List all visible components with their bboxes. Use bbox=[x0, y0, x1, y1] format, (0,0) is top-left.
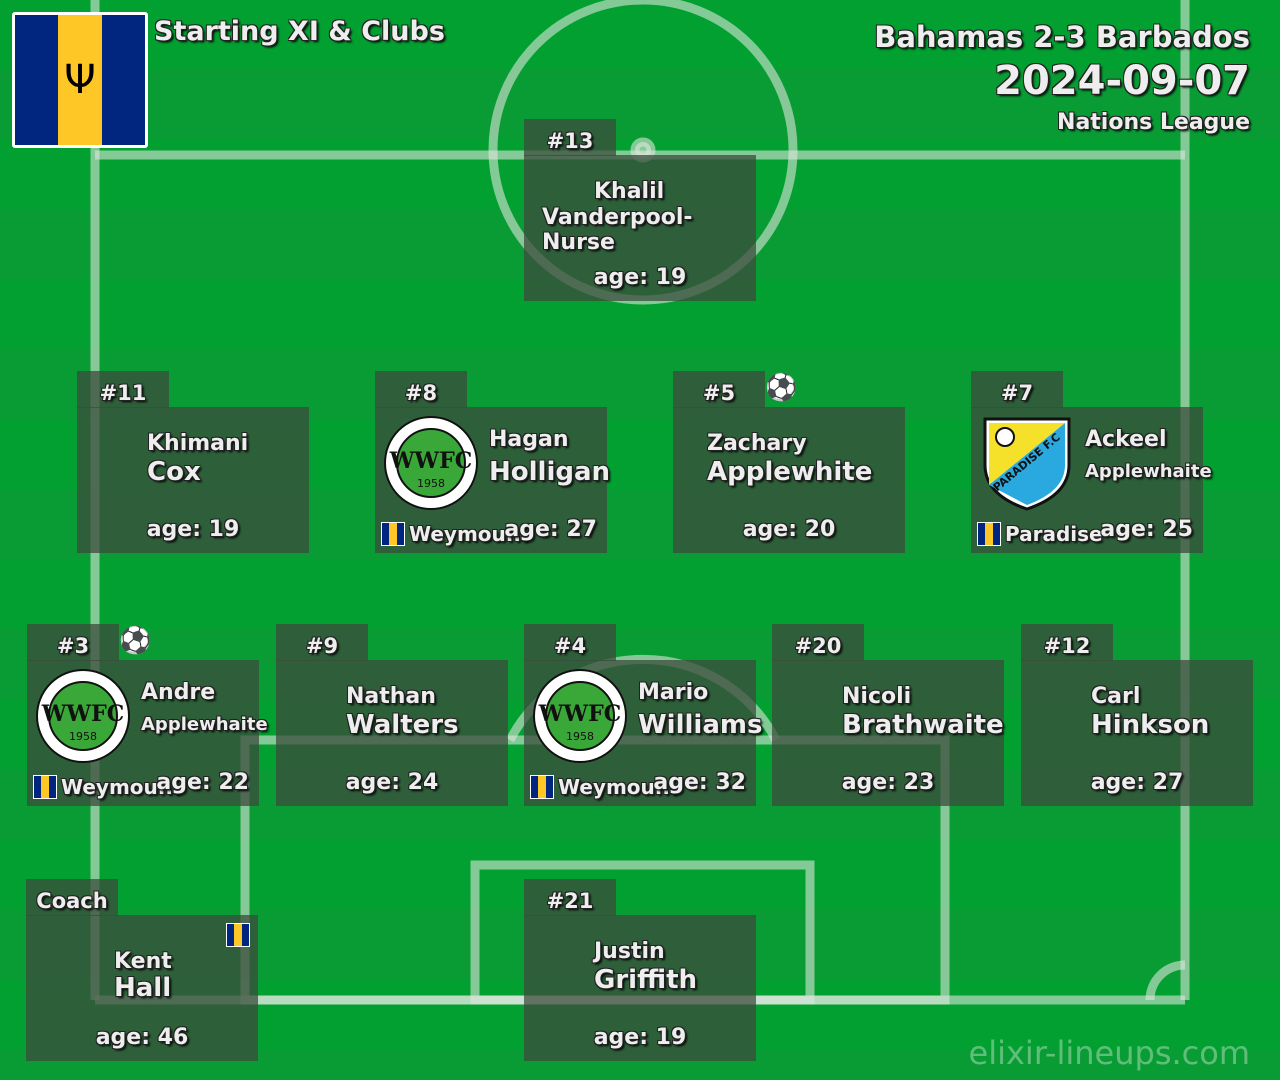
svg-text:WWFC: WWFC bbox=[389, 448, 473, 474]
player-card[interactable]: #9 Nathan Walters age: 24 bbox=[276, 624, 508, 806]
player-last-name: Applewhite bbox=[707, 457, 873, 487]
page-title: Starting XI & Clubs bbox=[154, 16, 445, 47]
competition: Nations League bbox=[1057, 110, 1250, 135]
svg-text:1958: 1958 bbox=[69, 730, 97, 743]
player-age: age: 20 bbox=[742, 517, 836, 542]
player-age: age: 24 bbox=[345, 770, 439, 795]
player-club: Paradise bbox=[977, 522, 1103, 546]
player-first-name: Khalil bbox=[594, 179, 665, 204]
player-age: age: 25 bbox=[1100, 517, 1193, 542]
player-first-name: Andre bbox=[141, 680, 216, 705]
player-card[interactable]: #12 Carl Hinkson age: 27 bbox=[1021, 624, 1253, 806]
player-first-name: Nicoli bbox=[842, 684, 912, 709]
coach-first-name: Kent bbox=[114, 949, 172, 974]
player-card[interactable]: #8 WWFC 1958 Hagan Holligan Weymou... age… bbox=[375, 371, 611, 553]
player-number: #9 bbox=[276, 624, 368, 661]
player-number: #13 bbox=[524, 119, 616, 156]
player-number: #12 bbox=[1021, 624, 1113, 661]
club-logo-wwfc: WWFC 1958 bbox=[533, 669, 627, 763]
goal-ball-icon: ⚽ bbox=[765, 373, 798, 403]
player-last-name: Applewhaite bbox=[1085, 461, 1212, 482]
player-number: #7 bbox=[971, 371, 1063, 408]
player-number: #5 bbox=[673, 371, 765, 408]
player-age: age: 27 bbox=[1090, 770, 1184, 795]
player-number: #11 bbox=[77, 371, 169, 408]
player-club: Weymou... bbox=[381, 522, 529, 546]
svg-text:WWFC: WWFC bbox=[41, 701, 125, 727]
player-age: age: 19 bbox=[593, 265, 687, 290]
player-age: age: 23 bbox=[841, 770, 935, 795]
player-last-name: Griffith bbox=[594, 965, 698, 995]
player-age: age: 22 bbox=[156, 770, 249, 795]
club-logo-wwfc: WWFC 1958 bbox=[36, 669, 130, 763]
coach-card[interactable]: Coach Kent Hall age: 46 bbox=[26, 879, 258, 1061]
player-card[interactable]: #4 WWFC 1958 Mario Williams Weymou... age… bbox=[524, 624, 762, 806]
club-name: Paradise bbox=[1005, 522, 1103, 546]
player-card[interactable]: #21 Justin Griffith age: 19 bbox=[524, 879, 756, 1061]
player-first-name: Ackeel bbox=[1085, 427, 1167, 452]
player-card[interactable]: #7 PARADISE F.C Ackeel Applewhaite Parad… bbox=[971, 371, 1212, 553]
player-first-name: Khimani bbox=[147, 431, 249, 456]
player-last-name: Williams bbox=[638, 710, 763, 740]
player-last-name: Vanderpool-Nurse bbox=[542, 205, 693, 255]
player-last-name: Hinkson bbox=[1091, 710, 1210, 740]
nation-flag-icon bbox=[977, 522, 1001, 546]
player-first-name: Justin bbox=[594, 939, 665, 964]
player-last-name: Walters bbox=[346, 710, 459, 740]
club-name: Weymou... bbox=[409, 522, 529, 546]
match-score: Bahamas 2-3 Barbados bbox=[874, 20, 1250, 54]
trident-icon: Ψ bbox=[58, 15, 102, 145]
player-first-name: Zachary bbox=[707, 431, 807, 456]
coach-last-name: Hall bbox=[114, 973, 172, 1003]
club-logo-wwfc: WWFC 1958 bbox=[384, 416, 478, 510]
player-first-name: Mario bbox=[638, 680, 709, 705]
player-age: age: 27 bbox=[504, 517, 597, 542]
player-number: #21 bbox=[524, 879, 616, 916]
match-date: 2024-09-07 bbox=[994, 58, 1250, 104]
player-card[interactable]: #3 ⚽ WWFC 1958 Andre Applewhaite Weymou..… bbox=[27, 624, 268, 806]
svg-text:WWFC: WWFC bbox=[538, 701, 622, 727]
goal-ball-icon: ⚽ bbox=[119, 626, 152, 656]
club-name: Weymou... bbox=[558, 775, 678, 799]
club-logo-paradise: PARADISE F.C bbox=[983, 417, 1071, 511]
player-first-name: Hagan bbox=[489, 427, 569, 452]
player-card[interactable]: #5 ⚽ Zachary Applewhite age: 20 bbox=[673, 371, 905, 553]
player-club: Weymou... bbox=[33, 775, 181, 799]
player-first-name: Carl bbox=[1091, 684, 1141, 709]
player-age: age: 19 bbox=[146, 517, 240, 542]
player-card[interactable]: #13 Khalil Vanderpool-Nurse age: 19 bbox=[524, 119, 756, 301]
player-last-name: Cox bbox=[147, 457, 201, 487]
svg-text:1958: 1958 bbox=[566, 730, 594, 743]
nation-flag-icon bbox=[226, 923, 250, 947]
coach-label: Coach bbox=[26, 879, 118, 916]
nation-flag-icon bbox=[530, 775, 554, 799]
player-age: age: 19 bbox=[593, 1025, 687, 1050]
club-name: Weymou... bbox=[61, 775, 181, 799]
player-last-name: Holligan bbox=[489, 457, 611, 487]
player-number: #20 bbox=[772, 624, 864, 661]
coach-age: age: 46 bbox=[95, 1025, 189, 1050]
player-number: #8 bbox=[375, 371, 467, 408]
nation-flag-icon bbox=[33, 775, 57, 799]
player-last-name: Brathwaite bbox=[842, 710, 1004, 740]
player-number: #4 bbox=[524, 624, 616, 661]
player-card[interactable]: #20 Nicoli Brathwaite age: 23 bbox=[772, 624, 1004, 806]
player-age: age: 32 bbox=[653, 770, 746, 795]
svg-text:1958: 1958 bbox=[417, 477, 445, 490]
nation-flag-icon bbox=[381, 522, 405, 546]
player-last-name: Applewhaite bbox=[141, 714, 268, 735]
player-first-name: Nathan bbox=[346, 684, 436, 709]
player-card[interactable]: #11 Khimani Cox age: 19 bbox=[77, 371, 309, 553]
team-flag-barbados: Ψ bbox=[12, 12, 148, 148]
player-club: Weymou... bbox=[530, 775, 678, 799]
player-number: #3 bbox=[27, 624, 119, 661]
watermark: elixir-lineups.com bbox=[968, 1034, 1250, 1072]
